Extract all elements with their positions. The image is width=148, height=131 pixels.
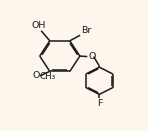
Text: Br: Br [81,26,91,35]
Text: O: O [89,52,96,61]
Text: O: O [32,71,39,80]
Text: OH: OH [31,21,45,30]
Text: F: F [97,99,102,108]
Text: CH₃: CH₃ [40,72,56,81]
